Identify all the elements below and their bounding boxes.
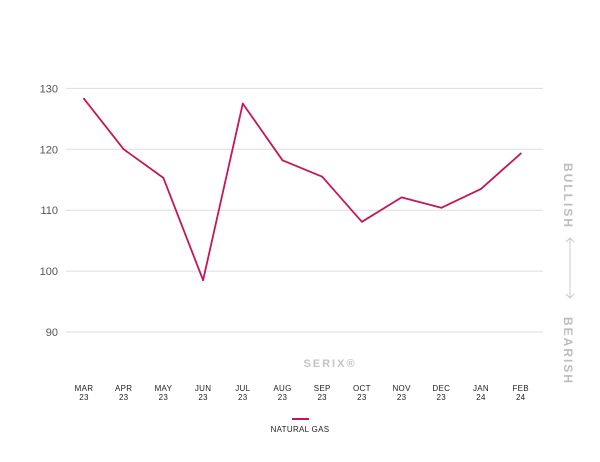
x-tick-label: 23 — [119, 393, 129, 402]
x-tick-label: NOV — [392, 384, 411, 393]
data-point — [162, 177, 165, 179]
y-tick-label: 90 — [46, 327, 58, 339]
data-point — [361, 220, 363, 223]
x-tick-label: OCT — [353, 384, 371, 393]
y-tick-label: 100 — [40, 266, 58, 278]
x-tick-label: JUL — [235, 384, 250, 393]
y-tick-label: 130 — [40, 83, 58, 95]
data-point — [122, 148, 125, 151]
x-tick-label: AUG — [273, 384, 291, 393]
x-tick-label: 24 — [476, 393, 486, 402]
x-tick-label: 23 — [159, 393, 169, 402]
x-tick-label: JUN — [195, 384, 211, 393]
x-tick-label: APR — [115, 384, 132, 393]
data-point — [202, 279, 205, 282]
data-point — [440, 206, 443, 209]
data-point — [83, 97, 85, 100]
data-point — [321, 175, 324, 178]
watermark-text: SERIX® — [303, 358, 356, 370]
x-tick-label: 23 — [278, 393, 288, 402]
x-tick-label: 24 — [516, 393, 526, 402]
x-tick-label: 23 — [79, 393, 89, 402]
x-tick-label: 23 — [198, 393, 208, 402]
series-line-natural-gas — [83, 97, 522, 282]
x-tick-label: 23 — [437, 393, 447, 402]
data-point — [480, 187, 482, 190]
double-arrow-icon — [565, 237, 575, 299]
x-tick-label: MAR — [75, 384, 94, 393]
series-points — [83, 97, 522, 282]
x-axis-ticks: MAR23APR23MAY23JUN23JUL23AUG23SEP23OCT23… — [75, 384, 529, 402]
bearish-label: BEARISH — [561, 317, 575, 385]
y-tick-label: 120 — [40, 144, 58, 156]
legend: NATURAL GAS — [271, 418, 330, 434]
x-tick-label: JAN — [473, 384, 489, 393]
data-point — [281, 159, 284, 162]
x-tick-label: 23 — [357, 393, 367, 402]
y-axis-ticks: 90 100 110 120 130 — [40, 83, 58, 339]
x-tick-label: 23 — [238, 393, 248, 402]
bullish-label: BULLISH — [561, 163, 575, 229]
grid-lines — [66, 87, 543, 333]
x-tick-label: SEP — [314, 384, 331, 393]
data-point — [519, 152, 522, 155]
x-tick-label: FEB — [512, 384, 528, 393]
x-tick-label: 23 — [397, 393, 407, 402]
data-point — [241, 102, 244, 105]
x-tick-label: MAY — [155, 384, 173, 393]
x-tick-label: DEC — [432, 384, 450, 393]
legend-label: NATURAL GAS — [271, 425, 330, 434]
y-tick-label: 110 — [40, 205, 58, 217]
x-tick-label: 23 — [317, 393, 327, 402]
data-point — [400, 196, 403, 199]
